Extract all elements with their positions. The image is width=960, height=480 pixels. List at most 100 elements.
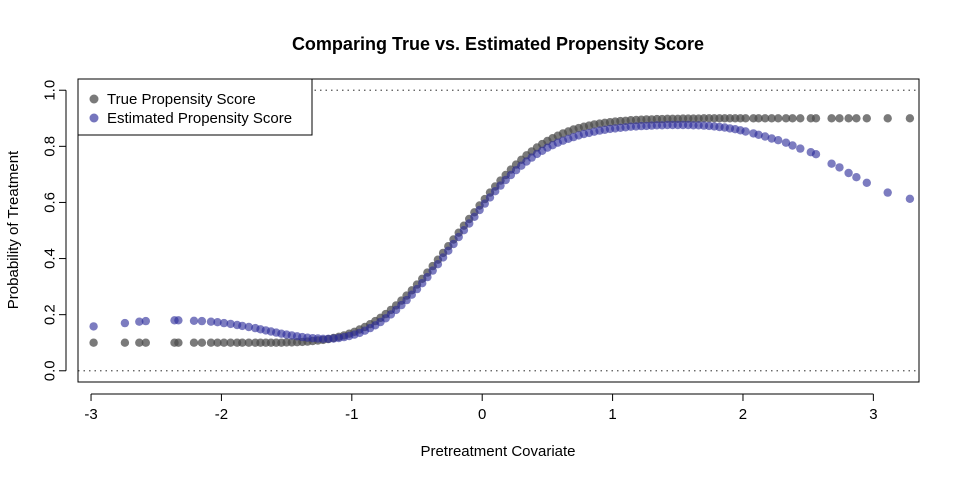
x-tick-label: -1 bbox=[345, 406, 358, 423]
estimated-score-point bbox=[811, 150, 821, 159]
estimated-score-point bbox=[475, 205, 484, 215]
true-score-point bbox=[796, 114, 805, 123]
estimated-score-point bbox=[754, 130, 763, 139]
y-axis: 0.0 0.2 0.4 0.6 0.8 1.0 bbox=[42, 80, 67, 381]
estimated-score-point bbox=[905, 194, 915, 203]
estimated-score-point bbox=[760, 132, 770, 141]
true-score-point bbox=[213, 338, 222, 347]
legend-label-true: True Propensity Score bbox=[107, 91, 256, 108]
true-score-point bbox=[760, 114, 770, 123]
x-tick-label: -3 bbox=[84, 406, 97, 423]
x-tick-label: 2 bbox=[739, 406, 747, 423]
true-score-point bbox=[226, 338, 235, 347]
true-score-point bbox=[844, 114, 853, 123]
estimated-score-point bbox=[883, 188, 892, 197]
estimated-score-point bbox=[89, 322, 98, 331]
x-axis: -3 -2 -1 0 1 2 3 bbox=[84, 393, 878, 423]
estimated-score-point bbox=[844, 168, 853, 178]
plot-area-frame bbox=[77, 78, 920, 383]
true-score-point bbox=[781, 114, 791, 123]
estimated-score-point bbox=[244, 322, 253, 332]
y-tick-label: 0.2 bbox=[42, 304, 59, 325]
true-score-point bbox=[141, 338, 150, 347]
estimated-score-point bbox=[741, 127, 750, 136]
true-score-point bbox=[135, 338, 144, 347]
estimated-score-point bbox=[197, 316, 207, 326]
legend-label-estimated: Estimated Propensity Score bbox=[107, 110, 292, 127]
true-score-point bbox=[835, 114, 844, 123]
true-score-point bbox=[174, 338, 183, 347]
y-tick-label: 1.0 bbox=[42, 80, 59, 101]
x-tick-label: 1 bbox=[608, 406, 616, 423]
estimated-score-point bbox=[781, 138, 791, 147]
estimated-score-point bbox=[480, 199, 489, 208]
estimated-score-point bbox=[470, 212, 479, 221]
y-tick-label: 0.6 bbox=[42, 192, 59, 213]
estimated-score-point bbox=[852, 173, 861, 182]
estimated-score-point bbox=[433, 260, 443, 269]
true-score-point bbox=[852, 114, 861, 123]
estimated-score-point bbox=[438, 253, 448, 262]
estimated-score-point bbox=[238, 321, 247, 331]
x-tick-label: 0 bbox=[478, 406, 486, 423]
true-score-point bbox=[206, 338, 216, 347]
estimated-score-point bbox=[501, 175, 510, 185]
true-score-point bbox=[197, 338, 207, 347]
true-score-point bbox=[767, 114, 776, 123]
estimated-score-point bbox=[189, 316, 199, 325]
true-score-point bbox=[189, 338, 199, 347]
estimated-score-point bbox=[141, 316, 150, 326]
estimated-score-point bbox=[213, 318, 222, 327]
estimated-score-point bbox=[206, 317, 216, 326]
true-score-point bbox=[788, 114, 797, 123]
true-score-point bbox=[120, 338, 130, 347]
estimated-score-point bbox=[226, 319, 235, 329]
true-score-point bbox=[774, 114, 783, 123]
estimated-score-point bbox=[796, 144, 805, 153]
legend-marker-estimated bbox=[89, 113, 99, 123]
estimated-score-point bbox=[485, 193, 495, 202]
estimated-score-point bbox=[174, 316, 183, 325]
estimated-score-point bbox=[428, 266, 437, 275]
estimated-score-point bbox=[407, 290, 416, 299]
y-tick-label: 0.8 bbox=[42, 136, 59, 157]
legend-marker-true bbox=[89, 94, 99, 104]
series-estimated bbox=[89, 120, 915, 343]
y-axis-label: Probability of Treatment bbox=[5, 150, 22, 309]
data-points bbox=[89, 114, 915, 347]
estimated-score-point bbox=[120, 318, 130, 328]
estimated-score-point bbox=[862, 178, 871, 187]
estimated-score-point bbox=[788, 141, 797, 150]
estimated-score-point bbox=[774, 136, 783, 145]
estimated-score-point bbox=[454, 232, 463, 242]
estimated-score-point bbox=[491, 187, 500, 196]
estimated-score-point bbox=[835, 163, 844, 172]
true-score-point bbox=[754, 114, 763, 123]
true-score-point bbox=[811, 114, 821, 123]
true-score-point bbox=[741, 114, 750, 123]
estimated-score-point bbox=[465, 219, 474, 228]
true-score-point bbox=[238, 338, 247, 347]
estimated-score-point bbox=[767, 134, 776, 143]
estimated-score-point bbox=[418, 279, 427, 288]
y-tick-label: 0.4 bbox=[42, 248, 59, 269]
estimated-score-point bbox=[496, 181, 505, 190]
estimated-score-point bbox=[444, 246, 453, 255]
y-tick-label: 0.0 bbox=[42, 360, 59, 381]
estimated-score-point bbox=[449, 239, 458, 249]
chart-title: Comparing True vs. Estimated Propensity … bbox=[292, 34, 704, 54]
true-score-point bbox=[827, 114, 836, 123]
estimated-score-point bbox=[423, 272, 432, 282]
true-score-point bbox=[89, 338, 98, 347]
estimated-score-point bbox=[135, 317, 144, 326]
x-axis-label: Pretreatment Covariate bbox=[420, 443, 575, 460]
estimated-score-point bbox=[827, 159, 836, 168]
legend: True Propensity Score Estimated Propensi… bbox=[77, 78, 313, 136]
true-score-point bbox=[244, 338, 253, 347]
estimated-score-point bbox=[459, 226, 469, 235]
true-score-point bbox=[883, 114, 892, 123]
true-score-point bbox=[219, 338, 229, 347]
estimated-score-point bbox=[219, 318, 229, 328]
legend-box bbox=[77, 78, 313, 136]
